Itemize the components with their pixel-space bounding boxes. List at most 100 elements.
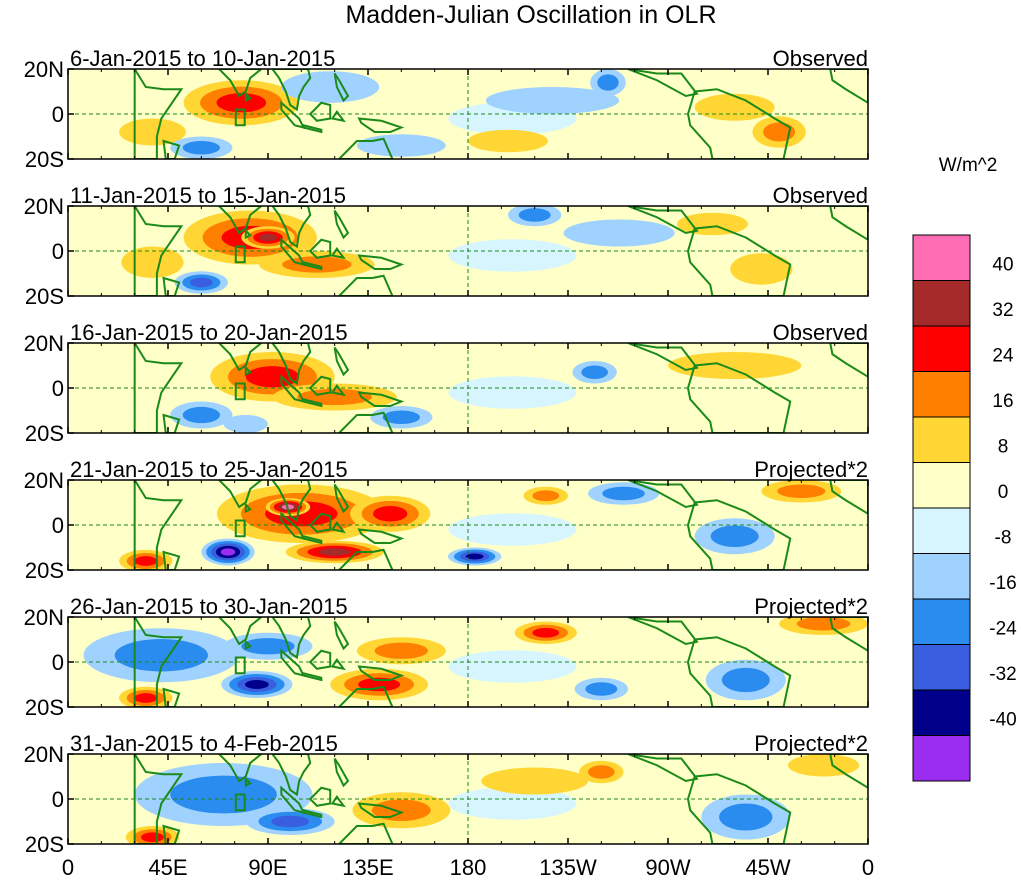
anomaly-contour [563, 219, 675, 247]
x-tick-label: 180 [450, 855, 487, 880]
coastline [280, 237, 306, 267]
panel-type-label: Projected*2 [754, 731, 868, 756]
y-tick-label: 20S [25, 284, 64, 309]
coastline [271, 480, 312, 523]
anomaly-contour [281, 71, 380, 103]
colorbar-tick-label: 32 [992, 300, 1013, 321]
coastline [133, 206, 184, 296]
panel-type-label: Projected*2 [754, 457, 868, 482]
y-tick-label: 0 [52, 376, 64, 401]
colorbar-swatch [912, 598, 971, 645]
coastline [627, 617, 699, 646]
coastline [133, 480, 184, 570]
x-tick-label: 0 [862, 855, 874, 880]
reference-box [234, 382, 246, 401]
coastline [829, 480, 868, 515]
x-tick-label: 45E [148, 855, 187, 880]
y-tick-label: 20N [24, 194, 64, 219]
anomaly-contour [448, 513, 577, 546]
y-tick-label: 20S [25, 421, 64, 446]
anomaly-contour [382, 410, 421, 424]
anomaly-contour [585, 682, 618, 696]
coastline [302, 260, 323, 271]
coastline [244, 639, 252, 651]
coastline [302, 671, 323, 682]
coastline [162, 276, 181, 296]
coastline [333, 483, 350, 514]
reference-box [234, 108, 246, 127]
coastline [244, 365, 252, 377]
coastline [357, 254, 405, 270]
anomaly-contour [373, 506, 408, 522]
panel: 20N 0 20S 6-Jan-2015 to 10-Jan-2015 Observed [24, 46, 869, 172]
colorbar: W/m^2 40 32 24 16 8 0 -8 -16 -24 -32 -40 [912, 155, 1017, 782]
coastline [333, 346, 350, 377]
coastline [330, 247, 346, 260]
coastline [357, 117, 405, 133]
coastline [330, 795, 346, 808]
anomaly-contour [532, 627, 560, 638]
panel-type-label: Observed [773, 183, 868, 208]
coastline [271, 206, 312, 249]
y-tick-label: 0 [52, 650, 64, 675]
anomaly-contour [788, 754, 860, 777]
anomaly-contour [134, 556, 158, 566]
coastline [686, 636, 792, 707]
panel: 20N 0 20S 26-Jan-2015 to 30-Jan-2015 Project… [24, 594, 869, 720]
colorbar-swatch [912, 689, 971, 736]
coastline [627, 206, 699, 235]
coastline [302, 808, 323, 819]
colorbar-swatch [912, 553, 971, 600]
anomaly-contour [730, 253, 793, 285]
coastline [829, 617, 868, 652]
coastline [217, 206, 263, 235]
coastline [686, 88, 792, 159]
coastline [829, 69, 868, 104]
anomaly-contour [170, 775, 277, 814]
coastline [133, 343, 184, 433]
coastline [133, 617, 184, 707]
anomaly-contour [710, 525, 759, 548]
coastline [280, 100, 306, 130]
y-tick-label: 0 [52, 513, 64, 538]
panel: 20N 0 20S 31-Jan-2015 to 4-Feb-2015 Projecte… [24, 731, 869, 857]
anomaly-contour [532, 490, 560, 502]
x-tick-label: 90W [645, 855, 690, 880]
coastline [627, 480, 699, 509]
coastline [357, 528, 405, 544]
reference-box [234, 519, 246, 538]
y-tick-label: 20N [24, 468, 64, 493]
panel-type-label: Observed [773, 46, 868, 71]
reference-box [234, 793, 246, 812]
anomaly-contour [182, 406, 220, 424]
coastline [627, 69, 699, 98]
coastline [686, 773, 792, 844]
colorbar-tick-label: -32 [989, 664, 1016, 685]
coastline [217, 754, 263, 783]
colorbar-swatch [912, 325, 971, 372]
y-tick-label: 20N [24, 605, 64, 630]
coastline [162, 687, 181, 707]
coastline [217, 480, 263, 509]
anomaly-contour [763, 122, 796, 142]
anomaly-contour [588, 765, 615, 779]
coastline [357, 391, 405, 407]
anomaly-contour [468, 129, 548, 153]
anomaly-contour [719, 803, 773, 831]
colorbar-swatch [912, 735, 971, 782]
coastline [308, 238, 332, 259]
y-tick-label: 0 [52, 102, 64, 127]
coastline [308, 512, 332, 533]
coastline [337, 685, 394, 707]
coastline [337, 822, 394, 844]
coastline [244, 502, 252, 514]
x-axis: 0 45E 90E 135E 180 135W 90W 45W 0 [62, 855, 874, 880]
coastline [280, 511, 306, 541]
coastline [217, 617, 263, 646]
colorbar-swatch [912, 507, 971, 554]
coastline [302, 397, 323, 408]
panel: 20N 0 20S 16-Jan-2015 to 20-Jan-2015 Observe… [24, 320, 869, 446]
coastline [337, 137, 394, 159]
coastline [162, 139, 181, 159]
coastline [330, 658, 346, 671]
